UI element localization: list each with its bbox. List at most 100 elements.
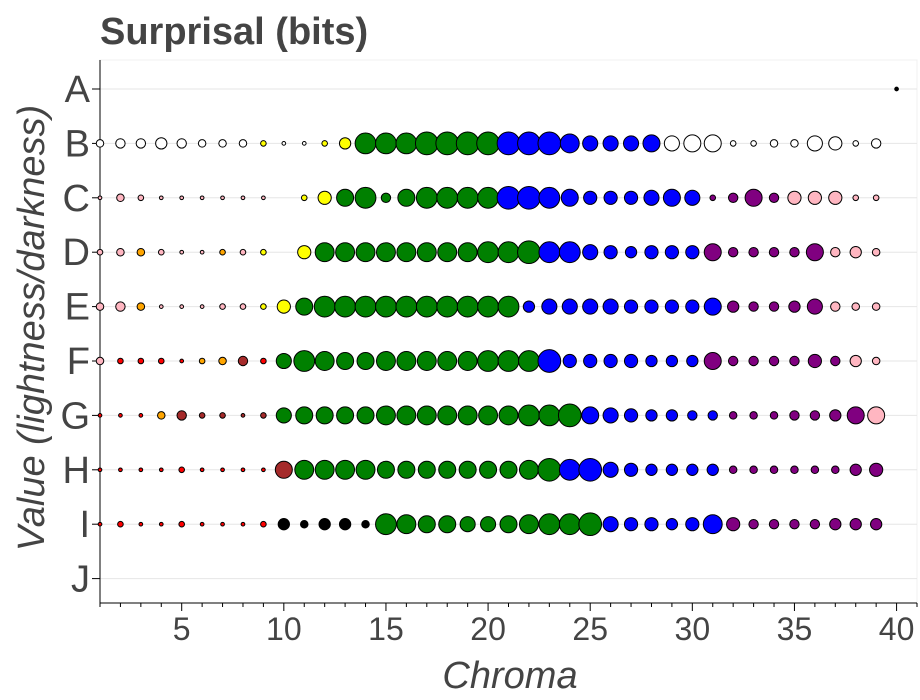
- point-F-13: [336, 352, 355, 370]
- point-C-30: [684, 189, 701, 206]
- point-E-8: [239, 303, 247, 310]
- x-tick-label-30: 30: [675, 611, 711, 647]
- point-F-22: [518, 350, 540, 372]
- point-H-32: [728, 465, 738, 475]
- point-H-34: [769, 465, 779, 475]
- point-F-29: [665, 354, 679, 368]
- point-I-22: [518, 514, 539, 535]
- point-H-14: [355, 459, 376, 480]
- point-B-1: [95, 139, 105, 148]
- point-G-39: [867, 406, 886, 425]
- point-D-24: [558, 241, 581, 264]
- point-B-19: [455, 131, 480, 156]
- point-D-7: [219, 248, 226, 256]
- point-F-16: [396, 351, 417, 371]
- point-E-7: [219, 303, 226, 310]
- point-B-10: [281, 141, 287, 146]
- y-tick-label-B: B: [65, 123, 90, 165]
- point-H-31: [706, 463, 719, 476]
- point-E-26: [602, 298, 619, 315]
- point-D-2: [116, 247, 125, 257]
- point-B-3: [135, 138, 147, 149]
- point-D-28: [644, 245, 659, 260]
- point-E-37: [830, 301, 841, 312]
- point-E-5: [179, 304, 185, 309]
- point-H-38: [849, 463, 862, 476]
- point-E-19: [456, 295, 479, 318]
- point-G-26: [602, 407, 619, 424]
- point-E-6: [199, 304, 205, 309]
- point-D-20: [477, 241, 499, 264]
- point-B-8: [238, 139, 248, 148]
- point-C-33: [744, 188, 763, 207]
- point-D-11: [297, 245, 312, 260]
- point-F-32: [727, 355, 739, 367]
- point-F-39: [871, 356, 881, 366]
- point-B-29: [663, 135, 680, 152]
- y-tick-label-H: H: [63, 450, 90, 492]
- point-F-14: [356, 352, 375, 370]
- point-H-11: [294, 459, 315, 480]
- point-H-35: [790, 465, 799, 475]
- point-B-11: [301, 141, 307, 146]
- point-H-15: [376, 460, 395, 479]
- point-F-37: [830, 355, 841, 367]
- point-F-17: [416, 351, 437, 371]
- x-tick-label-35: 35: [777, 611, 813, 647]
- point-I-10: [277, 518, 290, 531]
- point-B-30: [683, 134, 702, 153]
- point-F-23: [537, 349, 562, 373]
- point-B-9: [260, 140, 267, 147]
- point-C-31: [709, 194, 717, 202]
- point-E-31: [703, 297, 722, 316]
- point-D-33: [748, 247, 759, 258]
- point-I-27: [623, 517, 639, 532]
- point-D-32: [727, 247, 739, 258]
- point-I-2: [117, 520, 124, 528]
- point-H-3: [138, 467, 144, 473]
- y-tick-label-G: G: [60, 395, 90, 437]
- point-E-12: [313, 295, 336, 318]
- point-F-35: [789, 355, 800, 367]
- point-E-24: [561, 298, 578, 315]
- point-I-9: [260, 520, 267, 528]
- point-H-25: [578, 457, 603, 482]
- point-B-21: [496, 131, 521, 156]
- point-E-36: [806, 298, 823, 315]
- point-I-7: [220, 521, 225, 527]
- point-F-26: [603, 353, 618, 369]
- point-D-26: [603, 245, 618, 260]
- point-G-11: [295, 406, 314, 425]
- point-H-6: [199, 467, 205, 473]
- point-F-36: [807, 353, 822, 369]
- point-H-39: [869, 462, 884, 477]
- point-H-36: [810, 465, 820, 475]
- y-tick-label-C: C: [63, 178, 90, 220]
- point-I-35: [789, 519, 800, 530]
- point-G-38: [846, 406, 865, 425]
- point-I-23: [538, 513, 561, 536]
- y-tick-label-E: E: [65, 287, 90, 329]
- point-G-17: [416, 405, 437, 426]
- point-B-25: [582, 135, 599, 152]
- point-F-7: [218, 356, 227, 366]
- point-I-12: [318, 518, 331, 531]
- point-H-20: [479, 460, 498, 479]
- point-E-1: [95, 302, 105, 311]
- point-I-16: [396, 514, 417, 535]
- point-G-2: [118, 413, 123, 418]
- data-points: [95, 86, 899, 537]
- point-D-34: [768, 247, 780, 258]
- point-B-36: [806, 135, 823, 152]
- point-F-12: [314, 351, 335, 371]
- point-F-15: [376, 351, 396, 371]
- point-E-30: [685, 299, 700, 314]
- point-B-31: [703, 134, 722, 153]
- point-C-15: [380, 192, 392, 204]
- point-F-38: [849, 354, 862, 368]
- point-G-21: [498, 405, 519, 426]
- point-F-2: [117, 357, 124, 365]
- point-E-13: [334, 295, 357, 318]
- point-D-15: [376, 242, 396, 263]
- y-tick-label-F: F: [67, 341, 90, 383]
